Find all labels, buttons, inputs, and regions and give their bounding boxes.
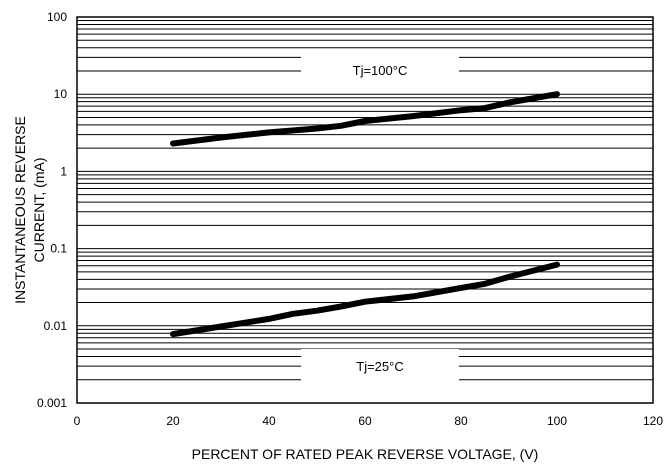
y-axis-label: INSTANTANEOUS REVERSE CURRENT, (mA) [12, 116, 47, 304]
x-tick-label: 0 [74, 414, 81, 428]
series-label-1: Tj=100°C [353, 63, 408, 78]
x-tick-label: 60 [358, 414, 372, 428]
y-axis-label-line-2: CURRENT, (mA) [31, 158, 47, 263]
curves [170, 91, 560, 338]
x-tick-label: 120 [643, 414, 663, 428]
y-tick-label: 10 [54, 87, 68, 101]
plot-frame [76, 16, 654, 404]
grid [77, 16, 653, 404]
tick-labels: 0 20 40 60 80 100 120 0.001 0.01 0.1 1 10 100 [37, 10, 663, 428]
y-tick-label: 0.01 [44, 319, 68, 333]
series-line-1 [170, 91, 560, 147]
series-label-2: Tj=25°C [356, 359, 403, 374]
y-tick-label: 100 [47, 10, 67, 24]
x-axis-label: PERCENT OF RATED PEAK REVERSE VOLTAGE, (… [192, 446, 539, 462]
x-tick-label: 80 [454, 414, 468, 428]
y-tick-label: 0.1 [50, 242, 67, 256]
x-tick-label: 100 [547, 414, 567, 428]
series-label-box-2 [301, 349, 459, 383]
y-tick-label: 0.001 [37, 396, 67, 410]
y-tick-label: 1 [60, 164, 67, 178]
series-label-box-1 [301, 53, 459, 87]
y-axis-label-line-1: INSTANTANEOUS REVERSE [12, 116, 28, 304]
series-line-2 [170, 261, 560, 338]
series-labels: Tj=100°C Tj=25°C [301, 53, 459, 383]
x-tick-label: 20 [166, 414, 180, 428]
x-tick-label: 40 [262, 414, 276, 428]
